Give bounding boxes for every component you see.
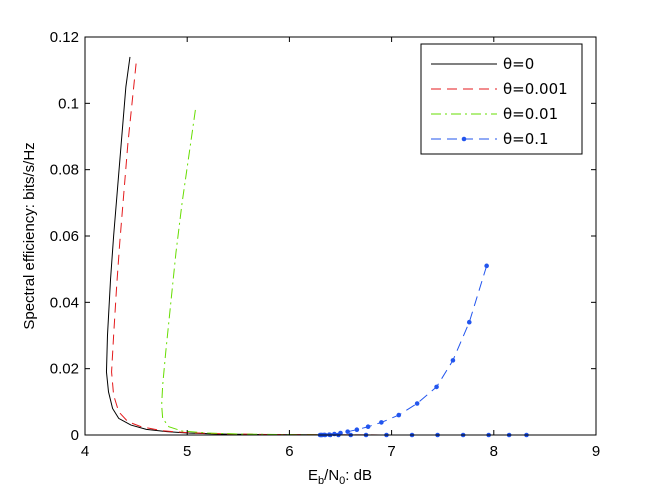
series-point-3: [450, 358, 456, 363]
series-point-3: [396, 412, 402, 418]
legend-box: [420, 43, 583, 155]
series-line-1: [111, 63, 392, 436]
x-tick-label: 8: [490, 443, 498, 460]
series-line-2: [161, 109, 341, 436]
legend-label-2: θ=0.01: [503, 105, 558, 123]
series-point-3: [379, 420, 384, 425]
legend: θ=0 θ=0.001 θ=0.01 θ=0.1: [420, 43, 583, 155]
x-tick-label: 6: [285, 443, 293, 460]
x-label-slash-n: /N: [324, 467, 339, 484]
legend-label-1: θ=0.001: [503, 80, 568, 98]
y-tick-label: 0.04: [50, 294, 79, 311]
y-tick-label: 0.1: [58, 95, 79, 112]
x-axis-label: Eb/N0: dB: [308, 467, 372, 487]
series-point-3: [466, 319, 472, 325]
x-label-e: E: [308, 467, 318, 484]
y-axis-label: Spectral efficiency: bits/s/Hz: [21, 142, 38, 329]
series-point-3: [354, 427, 360, 432]
x-tick-label: 5: [183, 443, 191, 460]
legend-label-3: θ=0.1: [503, 130, 549, 148]
ticks-layer: 4 5 6 7 8 9 0 0.02 0.04 0.06 0.08 0.1 0.12: [50, 29, 600, 460]
x-label-unit: : dB: [345, 467, 372, 484]
y-tick-label: 0.02: [50, 361, 79, 378]
x-tick-label: 7: [387, 443, 395, 460]
series-point-3: [332, 431, 337, 437]
series-point-3: [484, 263, 489, 269]
y-tick-label: 0.08: [50, 162, 79, 179]
x-tick-label: 4: [81, 443, 89, 460]
series-point-3: [365, 424, 371, 430]
legend-marker-3: [461, 136, 467, 142]
series-point-3: [345, 429, 350, 434]
y-tick-label: 0.06: [50, 228, 79, 245]
y-tick-label: 0: [71, 427, 79, 444]
series-point-3: [414, 401, 420, 406]
series-point-3: [434, 384, 439, 390]
legend-label-0: θ=0: [503, 55, 534, 73]
x-label-sub-b: b: [318, 475, 324, 487]
y-tick-label: 0.12: [50, 29, 79, 46]
x-tick-label: 9: [592, 443, 600, 460]
x-label-sub-0: 0: [339, 475, 345, 487]
